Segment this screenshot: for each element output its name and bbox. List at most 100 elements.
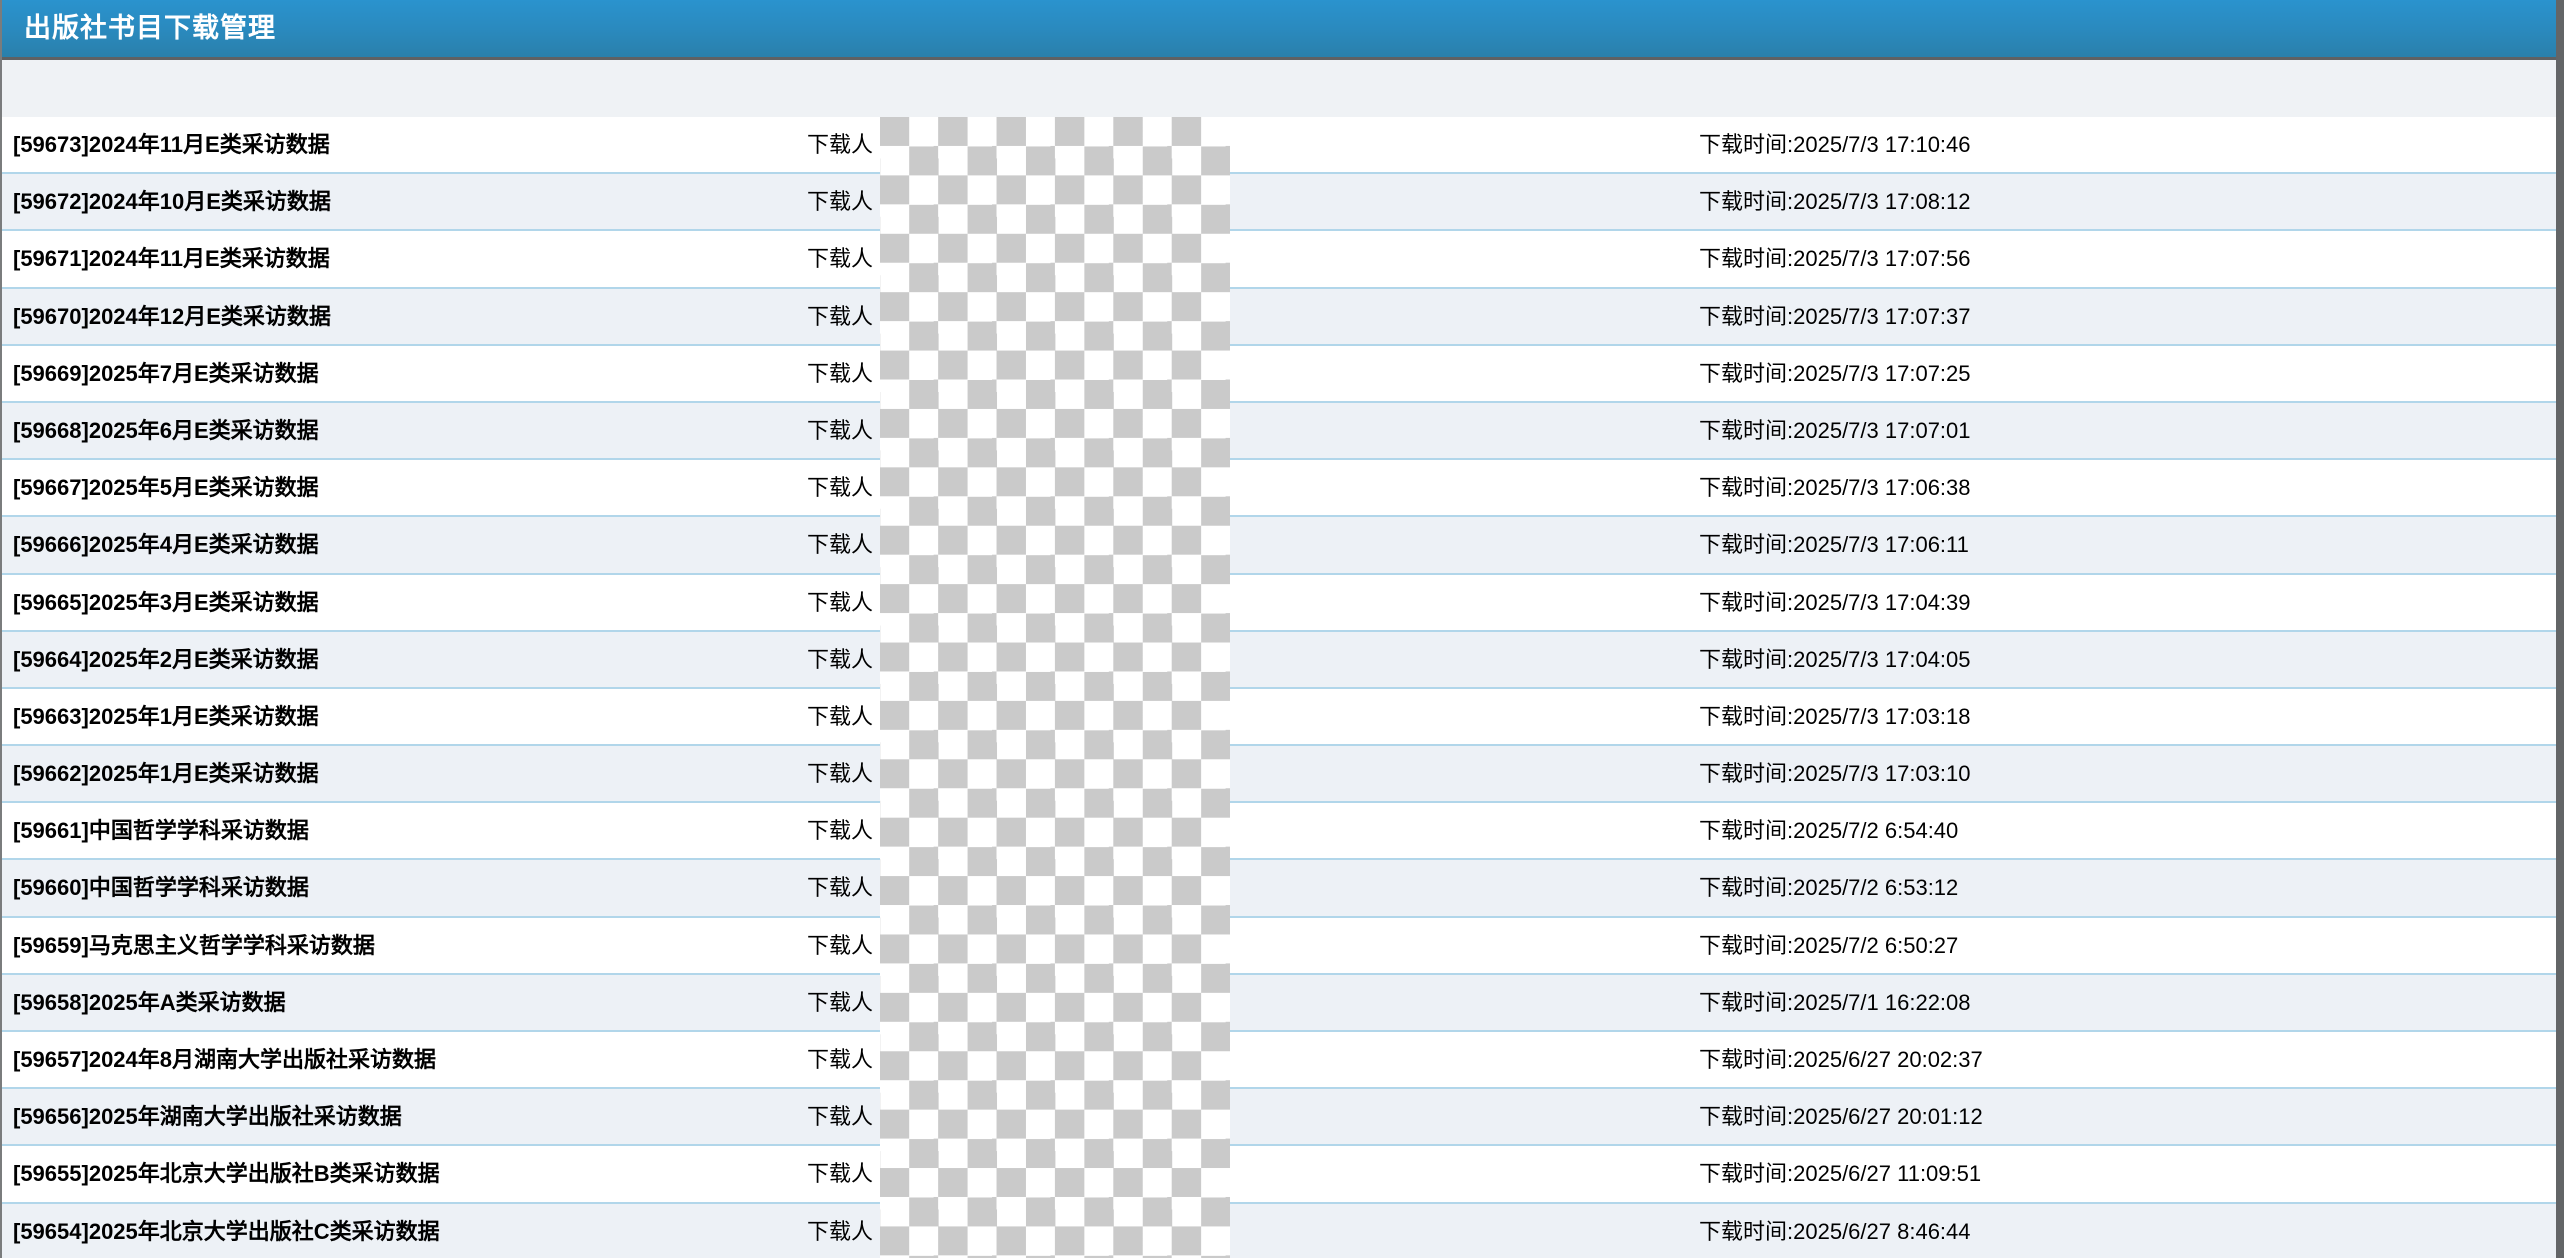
download-time-label: 下载时间: <box>1699 818 1794 844</box>
record-title: [59668]2025年6月E类采访数据 <box>13 417 319 443</box>
table-row[interactable]: [59657]2024年8月湖南大学出版社采访数据 下载人 下载时间:2025/… <box>2 1032 2556 1090</box>
record-title: [59656]2025年湖南大学出版社采访数据 <box>13 1104 402 1130</box>
table-row[interactable]: [59662]2025年1月E类采访数据 下载人 下载时间:2025/7/3 1… <box>2 746 2556 804</box>
table-row[interactable]: [59665]2025年3月E类采访数据 下载人 下载时间:2025/7/3 1… <box>2 574 2556 632</box>
table-row[interactable]: [59656]2025年湖南大学出版社采访数据 下载人 下载时间:2025/6/… <box>2 1089 2556 1147</box>
record-title: [59670]2024年12月E类采访数据 <box>13 303 331 329</box>
download-time-label: 下载时间: <box>1699 875 1794 901</box>
download-time-value: 2025/7/1 16:22:08 <box>1793 989 1971 1015</box>
download-time: 下载时间:2025/7/2 6:54:40 <box>1699 803 1958 858</box>
download-time: 下载时间:2025/6/27 20:02:37 <box>1699 1032 1983 1087</box>
table-row[interactable]: [59655]2025年北京大学出版社B类采访数据 下载人 下载时间:2025/… <box>2 1146 2556 1204</box>
download-time-value: 2025/7/3 17:06:38 <box>1793 475 1971 501</box>
downloader-label: 下载人 <box>807 646 874 672</box>
download-time-value: 2025/7/3 17:08:12 <box>1793 189 1971 215</box>
table-row[interactable]: [59673]2024年11月E类采访数据 下载人 下载时间:2025/7/3 … <box>2 117 2556 175</box>
download-time-value: 2025/7/3 17:07:56 <box>1793 246 1971 272</box>
download-time-value: 2025/6/27 8:46:44 <box>1793 1218 1971 1244</box>
download-time-label: 下载时间: <box>1699 1047 1794 1072</box>
download-time-label: 下载时间: <box>1699 475 1794 501</box>
table-row[interactable]: [59658]2025年A类采访数据 下载人 下载时间:2025/7/1 16:… <box>2 974 2556 1032</box>
record-title: [59658]2025年A类采访数据 <box>13 989 286 1015</box>
download-time-value: 2025/6/27 11:09:51 <box>1793 1161 1982 1187</box>
downloader-label: 下载人 <box>807 132 874 157</box>
table-row[interactable]: [59671]2024年11月E类采访数据 下载人 下载时间:2025/7/3 … <box>2 231 2556 289</box>
download-time-value: 2025/7/2 6:54:40 <box>1793 818 1959 844</box>
download-time: 下载时间:2025/7/3 17:06:38 <box>1699 460 1971 515</box>
table-row[interactable]: [59661]中国哲学学科采访数据 下载人 下载时间:2025/7/2 6:54… <box>2 803 2556 861</box>
downloader-label: 下载人 <box>807 818 874 844</box>
download-time-value: 2025/7/3 17:06:11 <box>1793 532 1969 558</box>
download-time-value: 2025/6/27 20:01:12 <box>1793 1104 1983 1130</box>
record-title: [59666]2025年4月E类采访数据 <box>13 532 319 558</box>
download-time-value: 2025/7/2 6:53:12 <box>1793 875 1959 901</box>
downloader-label: 下载人 <box>807 989 874 1015</box>
download-time: 下载时间:2025/7/2 6:53:12 <box>1699 860 1958 915</box>
table-row[interactable]: [59667]2025年5月E类采访数据 下载人 下载时间:2025/7/3 1… <box>2 460 2556 518</box>
download-time: 下载时间:2025/7/1 16:22:08 <box>1699 975 1971 1030</box>
download-time: 下载时间:2025/6/27 20:01:12 <box>1699 1089 1983 1144</box>
table-row[interactable]: [59664]2025年2月E类采访数据 下载人 下载时间:2025/7/3 1… <box>2 631 2556 689</box>
record-title: [59667]2025年5月E类采访数据 <box>13 475 319 501</box>
table-row[interactable]: [59663]2025年1月E类采访数据 下载人 下载时间:2025/7/3 1… <box>2 688 2556 747</box>
record-title: [59672]2024年10月E类采访数据 <box>13 189 331 215</box>
table-row[interactable]: [59666]2025年4月E类采访数据 下载人 下载时间:2025/7/3 1… <box>2 517 2556 575</box>
download-time: 下载时间:2025/7/3 17:06:11 <box>1699 517 1969 572</box>
download-time-value: 2025/7/3 17:04:39 <box>1793 589 1971 615</box>
downloader-label: 下载人 <box>807 1161 874 1187</box>
right-edge-bar <box>2556 0 2564 1258</box>
download-time: 下载时间:2025/7/3 17:08:12 <box>1699 174 1971 229</box>
download-time-label: 下载时间: <box>1699 1218 1794 1244</box>
download-time-label: 下载时间: <box>1699 360 1794 386</box>
download-time-value: 2025/7/3 17:04:05 <box>1793 646 1971 672</box>
downloader-label: 下载人 <box>807 589 874 615</box>
record-title: [59659]马克思主义哲学学科采访数据 <box>13 932 375 958</box>
downloader-label: 下载人 <box>807 932 874 958</box>
download-time-value: 2025/7/2 6:50:27 <box>1793 932 1959 958</box>
download-time: 下载时间:2025/6/27 8:46:44 <box>1699 1204 1971 1258</box>
toolbar-empty-strip <box>2 60 2556 117</box>
record-title: [59664]2025年2月E类采访数据 <box>13 646 319 672</box>
download-time-label: 下载时间: <box>1699 761 1794 787</box>
table-row[interactable]: [59660]中国哲学学科采访数据 下载人 下载时间:2025/7/2 6:53… <box>2 860 2556 918</box>
download-time-value: 2025/7/3 17:07:01 <box>1793 417 1971 443</box>
download-time-value: 2025/7/3 17:03:10 <box>1793 761 1971 787</box>
downloader-label: 下载人 <box>807 246 874 272</box>
downloader-label: 下载人 <box>807 1047 874 1072</box>
table-row[interactable]: [59669]2025年7月E类采访数据 下载人 下载时间:2025/7/3 1… <box>2 345 2556 403</box>
downloader-label: 下载人 <box>807 360 874 386</box>
downloader-label: 下载人 <box>807 703 874 729</box>
record-title: [59661]中国哲学学科采访数据 <box>13 818 309 844</box>
page-title: 出版社书目下载管理 <box>2 0 2556 60</box>
table-row[interactable]: [59659]马克思主义哲学学科采访数据 下载人 下载时间:2025/7/2 6… <box>2 917 2556 975</box>
download-time-label: 下载时间: <box>1699 417 1794 443</box>
record-title: [59662]2025年1月E类采访数据 <box>13 761 319 787</box>
record-title: [59657]2024年8月湖南大学出版社采访数据 <box>13 1047 437 1072</box>
download-record-list: [59673]2024年11月E类采访数据 下载人 下载时间:2025/7/3 … <box>2 117 2556 1258</box>
download-time: 下载时间:2025/7/3 17:04:05 <box>1699 632 1971 687</box>
download-time-label: 下载时间: <box>1699 532 1794 558</box>
table-row[interactable]: [59668]2025年6月E类采访数据 下载人 下载时间:2025/7/3 1… <box>2 402 2556 461</box>
download-time: 下载时间:2025/7/3 17:07:25 <box>1699 346 1971 401</box>
download-time: 下载时间:2025/7/2 6:50:27 <box>1699 918 1958 973</box>
table-row[interactable]: [59654]2025年北京大学出版社C类采访数据 下载人 下载时间:2025/… <box>2 1203 2556 1258</box>
download-time: 下载时间:2025/7/3 17:04:39 <box>1699 575 1971 630</box>
downloader-label: 下载人 <box>807 189 874 215</box>
download-time-value: 2025/6/27 20:02:37 <box>1793 1047 1983 1072</box>
download-time: 下载时间:2025/7/3 17:07:56 <box>1699 231 1971 286</box>
download-time-value: 2025/7/3 17:07:37 <box>1793 303 1971 329</box>
table-row[interactable]: [59670]2024年12月E类采访数据 下载人 下载时间:2025/7/3 … <box>2 288 2556 346</box>
downloader-label: 下载人 <box>807 417 874 443</box>
downloader-label: 下载人 <box>807 532 874 558</box>
downloader-label: 下载人 <box>807 303 874 329</box>
download-time-label: 下载时间: <box>1699 303 1794 329</box>
record-title: [59663]2025年1月E类采访数据 <box>13 703 319 729</box>
download-time-label: 下载时间: <box>1699 1104 1794 1130</box>
download-time: 下载时间:2025/6/27 11:09:51 <box>1699 1146 1981 1201</box>
record-title: [59665]2025年3月E类采访数据 <box>13 589 319 615</box>
table-row[interactable]: [59672]2024年10月E类采访数据 下载人 下载时间:2025/7/3 … <box>2 174 2556 232</box>
download-time-label: 下载时间: <box>1699 589 1794 615</box>
downloader-label: 下载人 <box>807 1104 874 1130</box>
downloader-label: 下载人 <box>807 475 874 501</box>
